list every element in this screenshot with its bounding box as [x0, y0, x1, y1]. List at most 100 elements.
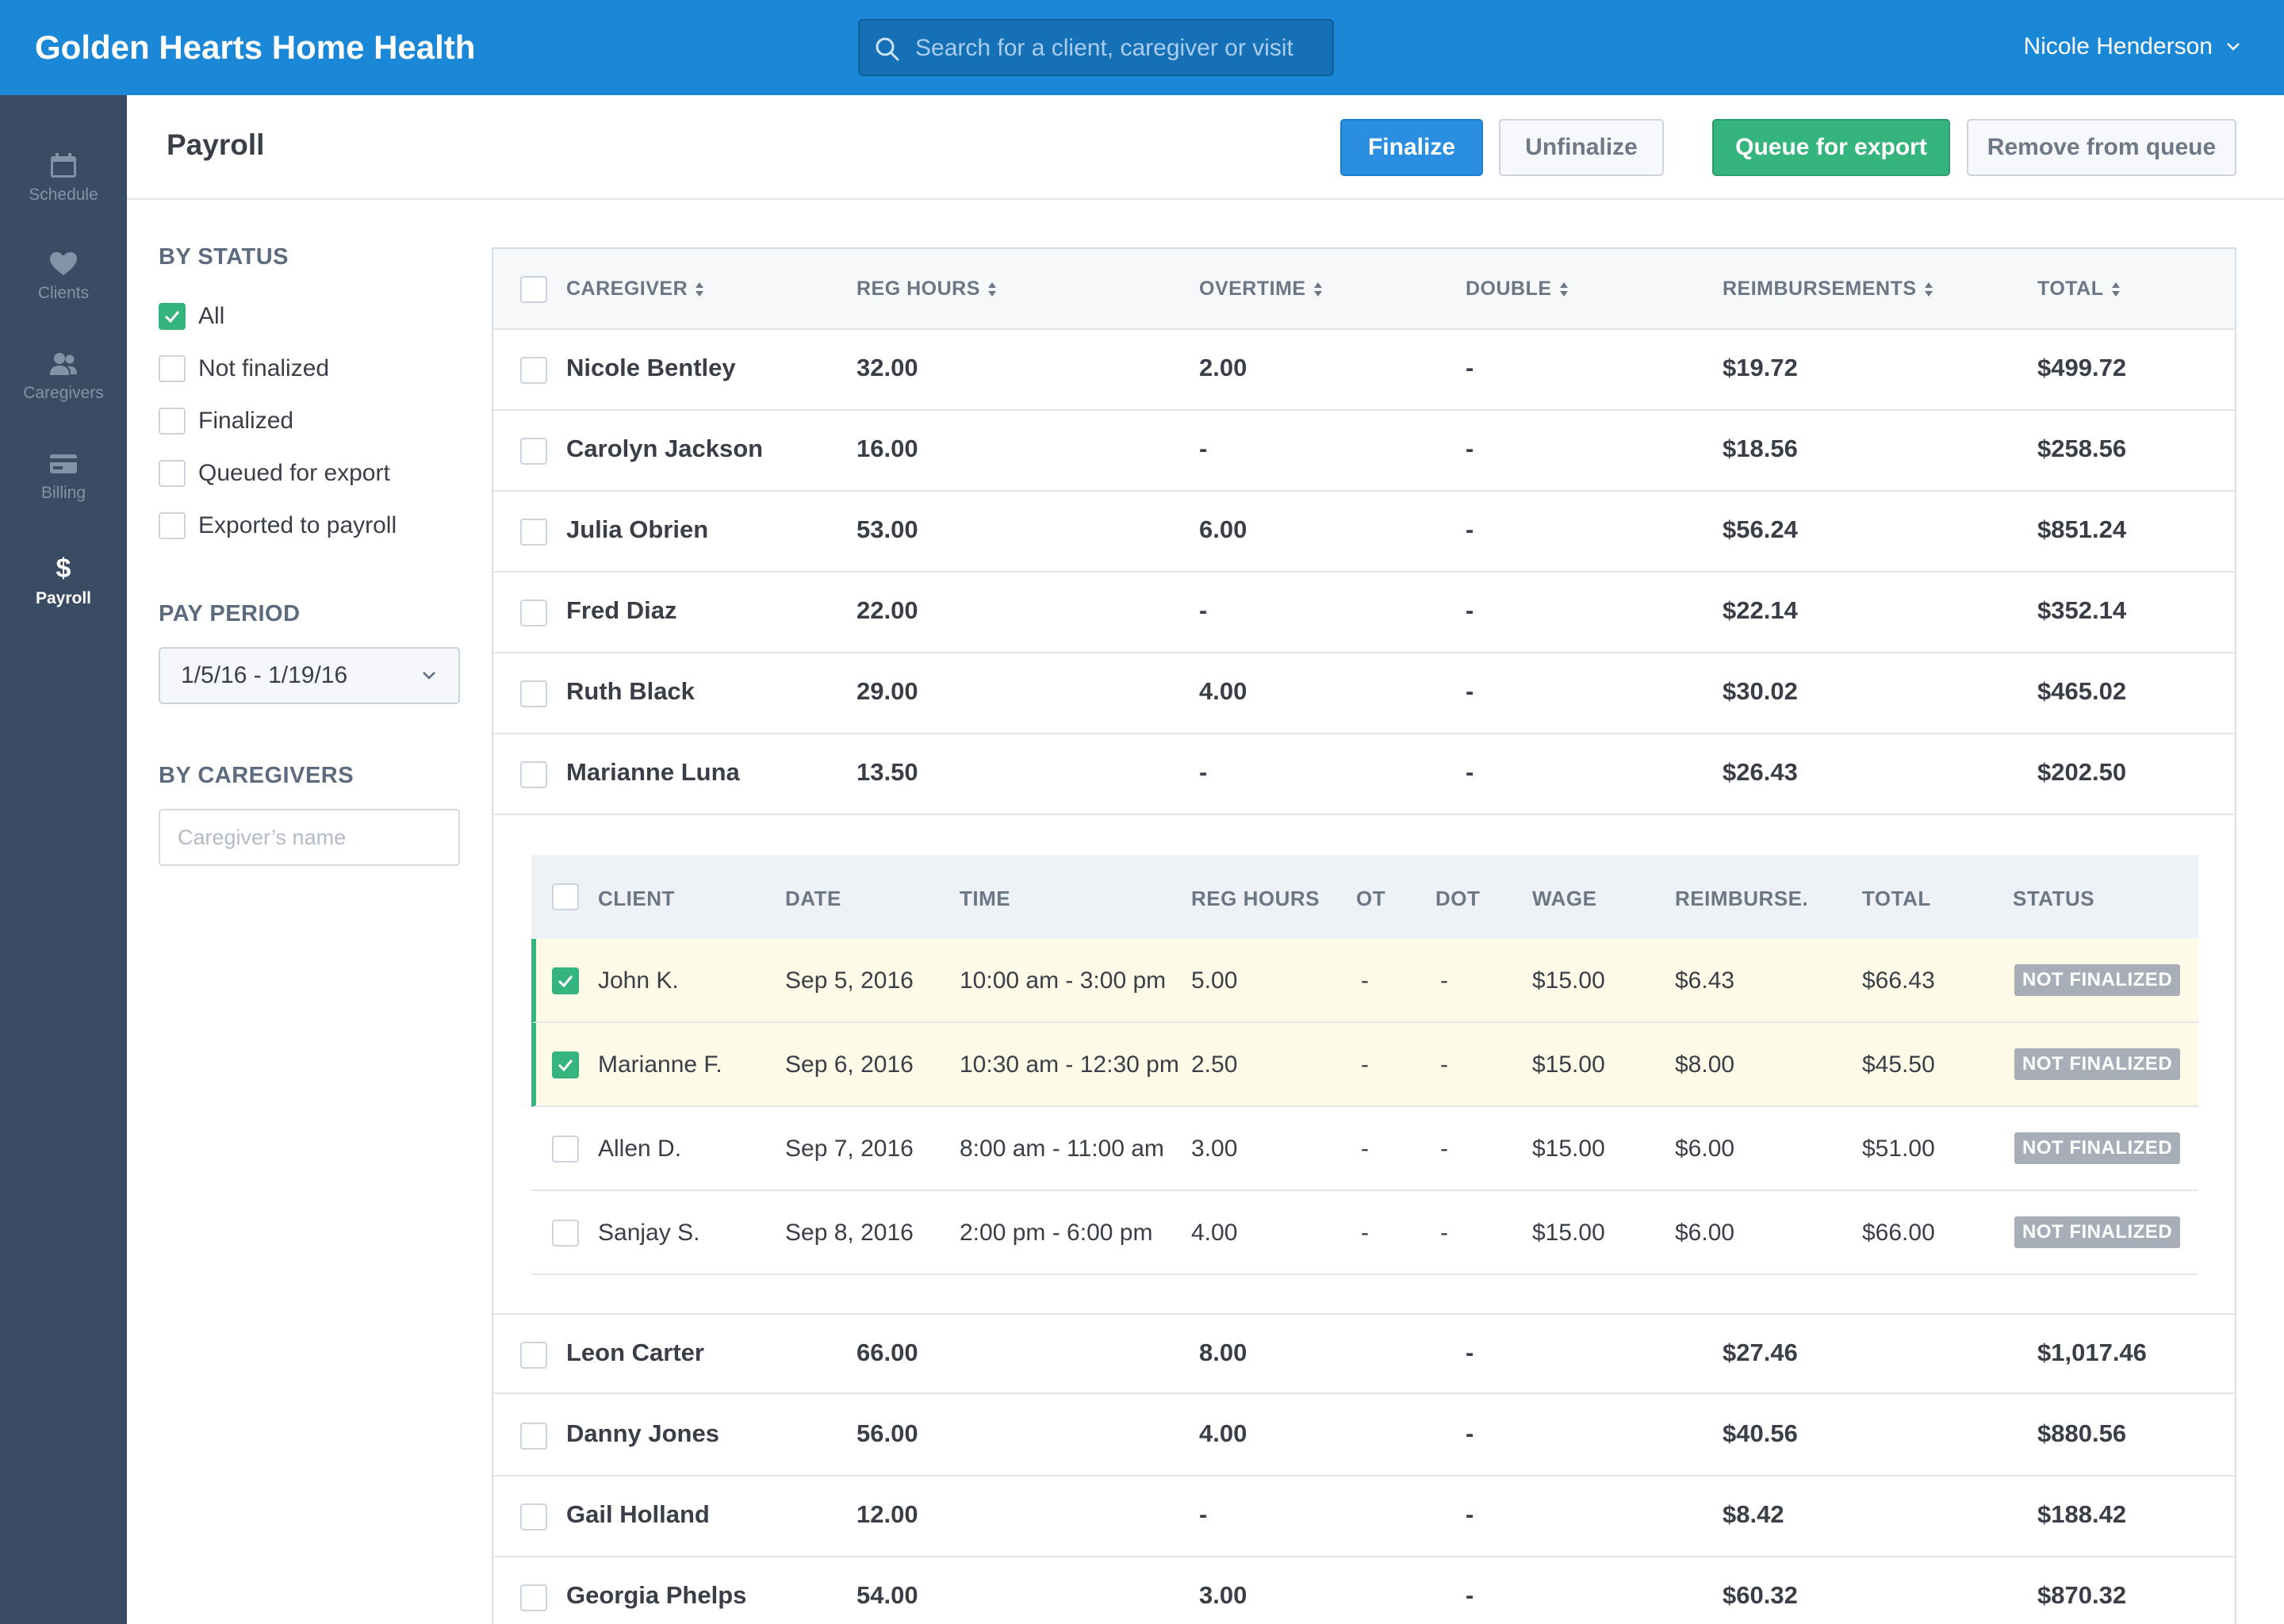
- double: -: [1466, 758, 1474, 786]
- checkbox[interactable]: [159, 460, 186, 487]
- row-checkbox[interactable]: [520, 761, 547, 788]
- status-filter-queued[interactable]: Queued for export: [159, 460, 390, 487]
- overtime: -: [1199, 1500, 1208, 1528]
- overtime: 4.00: [1199, 1419, 1247, 1447]
- reg-hours: 12.00: [856, 1500, 918, 1528]
- table-row[interactable]: Carolyn Jackson 16.00 - - $18.56 $258.56: [493, 411, 2235, 492]
- visit-row[interactable]: Sanjay S. Sep 8, 2016 2:00 pm - 6:00 pm …: [531, 1191, 2198, 1275]
- select-all-checkbox[interactable]: [520, 276, 547, 303]
- caregiver-name: Danny Jones: [566, 1419, 719, 1447]
- nav-label: Schedule: [29, 186, 98, 204]
- table-row[interactable]: Leon Carter 66.00 8.00 - $27.46 $1,017.4…: [493, 1313, 2235, 1394]
- row-checkbox[interactable]: [520, 1342, 547, 1369]
- checkbox[interactable]: [159, 408, 186, 435]
- status-badge: NOT FINALIZED: [2014, 1216, 2181, 1248]
- user-menu[interactable]: Nicole Henderson: [2024, 33, 2241, 60]
- sort-icon: [696, 282, 704, 297]
- pay-period-select[interactable]: 1/5/16 - 1/19/16: [159, 647, 460, 704]
- table-row[interactable]: Julia Obrien 53.00 6.00 - $56.24 $851.24: [493, 492, 2235, 573]
- visit-client: Sanjay S.: [598, 1220, 700, 1246]
- visit-time: 10:30 am - 12:30 pm: [960, 1051, 1179, 1078]
- queue-for-export-button[interactable]: Queue for export: [1712, 119, 1950, 176]
- row-checkbox[interactable]: [520, 357, 547, 384]
- row-checkbox[interactable]: [520, 519, 547, 546]
- row-checkbox[interactable]: [520, 599, 547, 626]
- page-title: Payroll: [167, 128, 265, 161]
- checkbox[interactable]: [159, 355, 186, 382]
- pay-period-value: 1/5/16 - 1/19/16: [181, 662, 348, 688]
- visit-reimburse: $6.43: [1675, 967, 1735, 994]
- column-reimbursements[interactable]: REIMBURSEMENTS: [1723, 278, 1933, 301]
- caregiver-name: Julia Obrien: [566, 515, 709, 543]
- table-row[interactable]: Fred Diaz 22.00 - - $22.14 $352.14: [493, 573, 2235, 653]
- total: $851.24: [2037, 515, 2127, 543]
- status-filter-exported[interactable]: Exported to payroll: [159, 512, 397, 539]
- nav-label: Billing: [40, 484, 86, 502]
- visit-row[interactable]: Marianne F. Sep 6, 2016 10:30 am - 12:30…: [531, 1023, 2198, 1107]
- column-label: OVERTIME: [1199, 278, 1306, 300]
- caregiver-name-input[interactable]: [159, 809, 460, 866]
- checkbox[interactable]: [159, 303, 186, 330]
- table-row[interactable]: Nicole Bentley 32.00 2.00 - $19.72 $499.…: [493, 330, 2235, 411]
- table-row[interactable]: Georgia Phelps 54.00 3.00 - $60.32 $870.…: [493, 1557, 2235, 1624]
- column-total[interactable]: TOTAL: [2037, 278, 2120, 301]
- detail-header: CLIENT DATE TIME REG HOURS OT DOT WAGE R…: [531, 855, 2198, 939]
- finalize-button[interactable]: Finalize: [1340, 119, 1483, 176]
- caregiver-name: Leon Carter: [566, 1339, 704, 1366]
- visit-checkbox[interactable]: [552, 1220, 579, 1247]
- visit-checkbox[interactable]: [552, 1051, 579, 1078]
- nav-schedule[interactable]: Schedule: [0, 152, 127, 205]
- status-filter-not-finalized[interactable]: Not finalized: [159, 355, 329, 382]
- check-icon: [558, 1059, 573, 1072]
- double: -: [1466, 677, 1474, 705]
- unfinalize-button[interactable]: Unfinalize: [1499, 119, 1664, 176]
- reg-hours: 16.00: [856, 435, 918, 462]
- checkbox[interactable]: [159, 512, 186, 539]
- visit-date: Sep 7, 2016: [785, 1136, 914, 1162]
- row-checkbox[interactable]: [520, 438, 547, 465]
- reimbursements: $19.72: [1723, 354, 1798, 381]
- caregiver-name: Carolyn Jackson: [566, 435, 764, 462]
- table-row[interactable]: Ruth Black 29.00 4.00 - $30.02 $465.02: [493, 653, 2235, 734]
- nav-billing[interactable]: Billing: [0, 450, 127, 503]
- row-checkbox[interactable]: [520, 1423, 547, 1450]
- column-label: TOTAL: [2037, 278, 2104, 300]
- search-icon: [876, 37, 899, 61]
- double: -: [1466, 435, 1474, 462]
- left-nav: Schedule Clients Caregivers Billing $ Pa…: [0, 95, 127, 1624]
- app-brand[interactable]: Golden Hearts Home Health: [35, 29, 476, 66]
- visit-row[interactable]: Allen D. Sep 7, 2016 8:00 am - 11:00 am …: [531, 1107, 2198, 1191]
- select-all-visits-checkbox[interactable]: [552, 883, 579, 910]
- status-filter-finalized[interactable]: Finalized: [159, 408, 293, 435]
- row-checkbox[interactable]: [520, 1584, 547, 1611]
- global-search[interactable]: [858, 19, 1334, 76]
- detail-column-total: TOTAL: [1862, 887, 1931, 910]
- status-filter-label: Exported to payroll: [198, 512, 397, 538]
- status-filter-all[interactable]: All: [159, 303, 224, 330]
- visit-dot: -: [1440, 1051, 1448, 1078]
- column-caregiver[interactable]: CAREGIVER: [566, 278, 704, 301]
- reg-hours: 54.00: [856, 1581, 918, 1609]
- remove-from-queue-button[interactable]: Remove from queue: [1967, 119, 2236, 176]
- total: $188.42: [2037, 1500, 2127, 1528]
- column-reg-hours[interactable]: REG HOURS: [856, 278, 996, 301]
- visit-checkbox[interactable]: [552, 1136, 579, 1162]
- visit-detail-table: CLIENT DATE TIME REG HOURS OT DOT WAGE R…: [531, 855, 2198, 1275]
- column-double[interactable]: DOUBLE: [1466, 278, 1568, 301]
- table-row-expanded[interactable]: Marianne Luna 13.50 - - $26.43 $202.50: [493, 734, 2235, 815]
- visit-checkbox[interactable]: [552, 967, 579, 994]
- nav-label: Clients: [37, 284, 90, 302]
- search-input[interactable]: [915, 30, 1320, 67]
- visit-row[interactable]: John K. Sep 5, 2016 10:00 am - 3:00 pm 5…: [531, 939, 2198, 1023]
- nav-payroll[interactable]: $ Payroll: [0, 553, 127, 608]
- column-overtime[interactable]: OVERTIME: [1199, 278, 1322, 301]
- table-row[interactable]: Danny Jones 56.00 4.00 - $40.56 $880.56: [493, 1396, 2235, 1477]
- row-checkbox[interactable]: [520, 1503, 547, 1530]
- row-checkbox[interactable]: [520, 680, 547, 707]
- reimbursements: $26.43: [1723, 758, 1798, 786]
- nav-caregivers[interactable]: Caregivers: [0, 350, 127, 403]
- reg-hours: 53.00: [856, 515, 918, 543]
- heart-icon: [50, 252, 77, 275]
- table-row[interactable]: Gail Holland 12.00 - - $8.42 $188.42: [493, 1477, 2235, 1557]
- nav-clients[interactable]: Clients: [0, 251, 127, 303]
